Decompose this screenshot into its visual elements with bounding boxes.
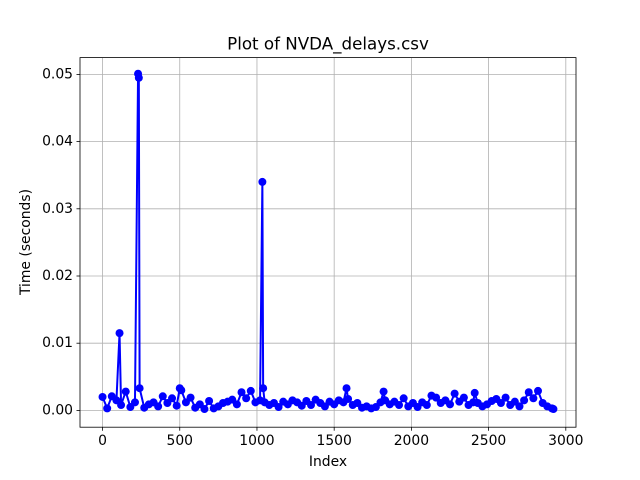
- chart-title: Plot of NVDA_delays.csv: [227, 34, 429, 55]
- data-point: [158, 392, 167, 401]
- x-tick-label: 1000: [239, 433, 274, 449]
- data-point: [242, 394, 251, 403]
- y-tick-label: 0.04: [42, 134, 73, 150]
- x-tick-label: 500: [166, 433, 193, 449]
- data-point: [177, 386, 186, 395]
- data-point: [258, 177, 267, 186]
- data-point: [379, 387, 388, 396]
- data-point: [470, 388, 479, 397]
- x-tick-label: 3000: [548, 433, 583, 449]
- data-point: [520, 396, 529, 405]
- data-point: [524, 388, 533, 397]
- data-point: [117, 401, 126, 410]
- data-point: [103, 404, 112, 413]
- data-point: [344, 394, 353, 403]
- data-point: [496, 399, 505, 408]
- plot-frame: [79, 57, 577, 428]
- data-point: [534, 386, 543, 395]
- y-tick-label: 0.00: [42, 402, 73, 418]
- data-point: [130, 398, 139, 407]
- y-tick-label: 0.05: [42, 66, 73, 82]
- data-point: [307, 401, 316, 410]
- data-point: [529, 394, 538, 403]
- data-point: [342, 384, 351, 393]
- data-point: [154, 402, 163, 411]
- x-tick-label: 2500: [471, 433, 506, 449]
- data-point: [115, 329, 124, 338]
- data-point: [121, 387, 130, 396]
- data-point: [168, 394, 177, 403]
- data-point: [200, 405, 209, 414]
- data-point: [205, 396, 214, 405]
- data-point: [422, 401, 431, 410]
- x-tick-label: 0: [98, 433, 107, 449]
- data-point: [395, 401, 404, 410]
- data-point: [399, 394, 408, 403]
- data-point: [515, 402, 524, 411]
- data-point: [432, 393, 441, 402]
- y-tick-label: 0.01: [42, 335, 73, 351]
- data-point: [237, 388, 246, 397]
- data-point: [246, 386, 255, 395]
- data-point: [501, 393, 510, 402]
- data-point: [232, 400, 241, 409]
- y-axis-label: Time (seconds): [18, 189, 34, 296]
- x-tick-label: 2000: [394, 433, 429, 449]
- data-point: [98, 392, 107, 401]
- x-axis-label: Index: [309, 454, 347, 470]
- data-point: [172, 401, 181, 410]
- data-point: [549, 405, 558, 414]
- data-point: [459, 393, 468, 402]
- data-point: [450, 389, 459, 398]
- y-tick-label: 0.02: [42, 268, 73, 284]
- data-point: [445, 400, 454, 409]
- data-point: [186, 393, 195, 402]
- data-point: [135, 384, 144, 393]
- data-point: [134, 73, 143, 82]
- data-point: [259, 384, 268, 393]
- x-tick-label: 1500: [316, 433, 351, 449]
- y-tick-label: 0.03: [42, 201, 73, 217]
- data-point: [274, 403, 283, 412]
